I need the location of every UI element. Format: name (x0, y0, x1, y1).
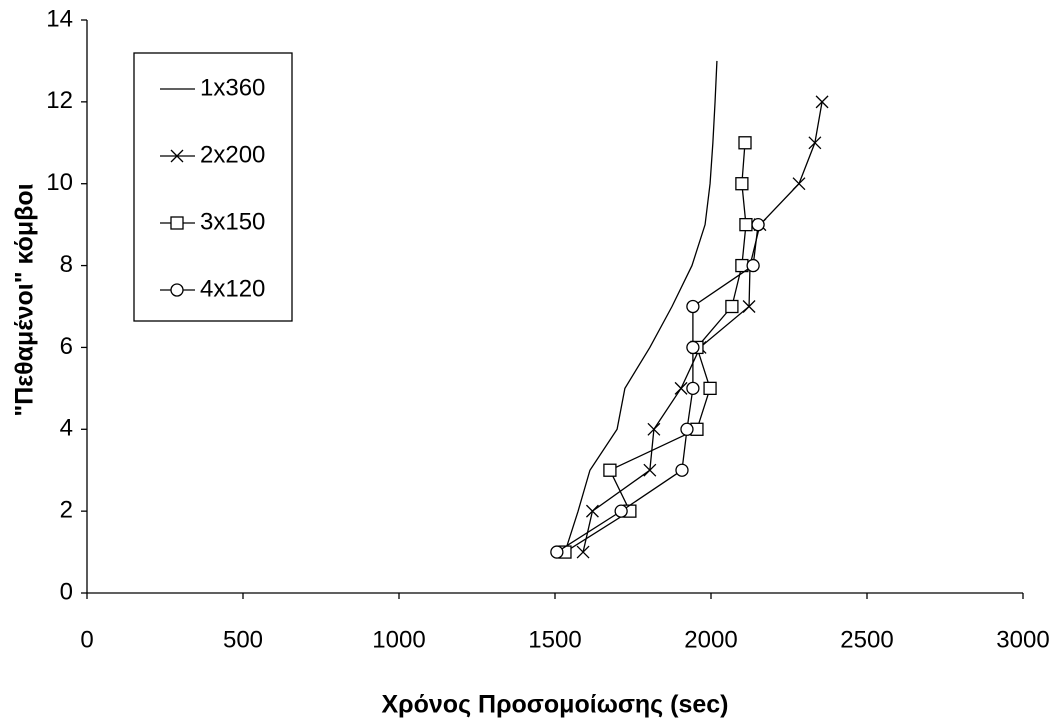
x-axis-title: Χρόνος Προσομοίωσης (sec) (381, 691, 728, 719)
y-axis-title: "Πεθαμένοι" κόμβοι (11, 183, 39, 416)
point (647, 422, 661, 436)
y-tick-label: 8 (60, 251, 73, 278)
point (738, 136, 752, 150)
point (815, 95, 829, 109)
point (585, 504, 599, 518)
point (643, 463, 657, 477)
series-line (564, 60, 718, 553)
legend-box (133, 52, 293, 322)
legend-label: 3x150 (200, 208, 265, 235)
point (808, 136, 822, 150)
point (680, 422, 694, 436)
x-tick-label: 1000 (372, 626, 425, 653)
point (614, 504, 628, 518)
point (675, 463, 689, 477)
point (686, 381, 700, 396)
point (674, 381, 688, 395)
point (792, 177, 806, 191)
point (739, 217, 753, 232)
legend-label: 2x200 (200, 141, 265, 168)
point (725, 299, 739, 314)
x-tick-label: 500 (223, 626, 263, 653)
series-line (556, 224, 759, 553)
x-tick-label: 3000 (996, 626, 1049, 653)
point (686, 340, 700, 355)
series-line (582, 101, 823, 553)
point (686, 299, 700, 314)
point (751, 217, 765, 232)
y-tick-label: 0 (60, 578, 73, 605)
legend-label: 1x360 (200, 74, 265, 101)
point (550, 545, 564, 559)
legend-marker (170, 216, 184, 230)
y-tick-label: 10 (46, 169, 73, 196)
y-tick-label: 2 (60, 496, 73, 523)
y-tick-label: 6 (60, 333, 73, 360)
point (603, 463, 617, 477)
legend-marker (170, 149, 184, 163)
y-tick-label: 14 (46, 5, 73, 32)
point (576, 545, 590, 559)
x-tick-label: 1500 (528, 626, 581, 653)
point (746, 258, 760, 273)
y-tick-label: 12 (46, 87, 73, 114)
x-tick-label: 2500 (840, 626, 893, 653)
series-line (564, 142, 747, 553)
legend-marker (170, 283, 184, 297)
legend-label: 4x120 (200, 275, 265, 302)
point (703, 381, 717, 396)
x-tick-label: 0 (80, 626, 93, 653)
point (742, 300, 756, 313)
point (735, 177, 749, 191)
x-tick-label: 2000 (684, 626, 737, 653)
y-tick-label: 4 (60, 415, 73, 442)
